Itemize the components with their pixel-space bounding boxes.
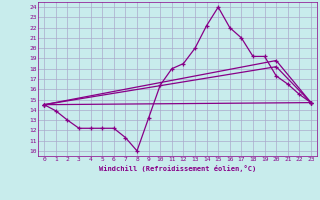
X-axis label: Windchill (Refroidissement éolien,°C): Windchill (Refroidissement éolien,°C) xyxy=(99,165,256,172)
